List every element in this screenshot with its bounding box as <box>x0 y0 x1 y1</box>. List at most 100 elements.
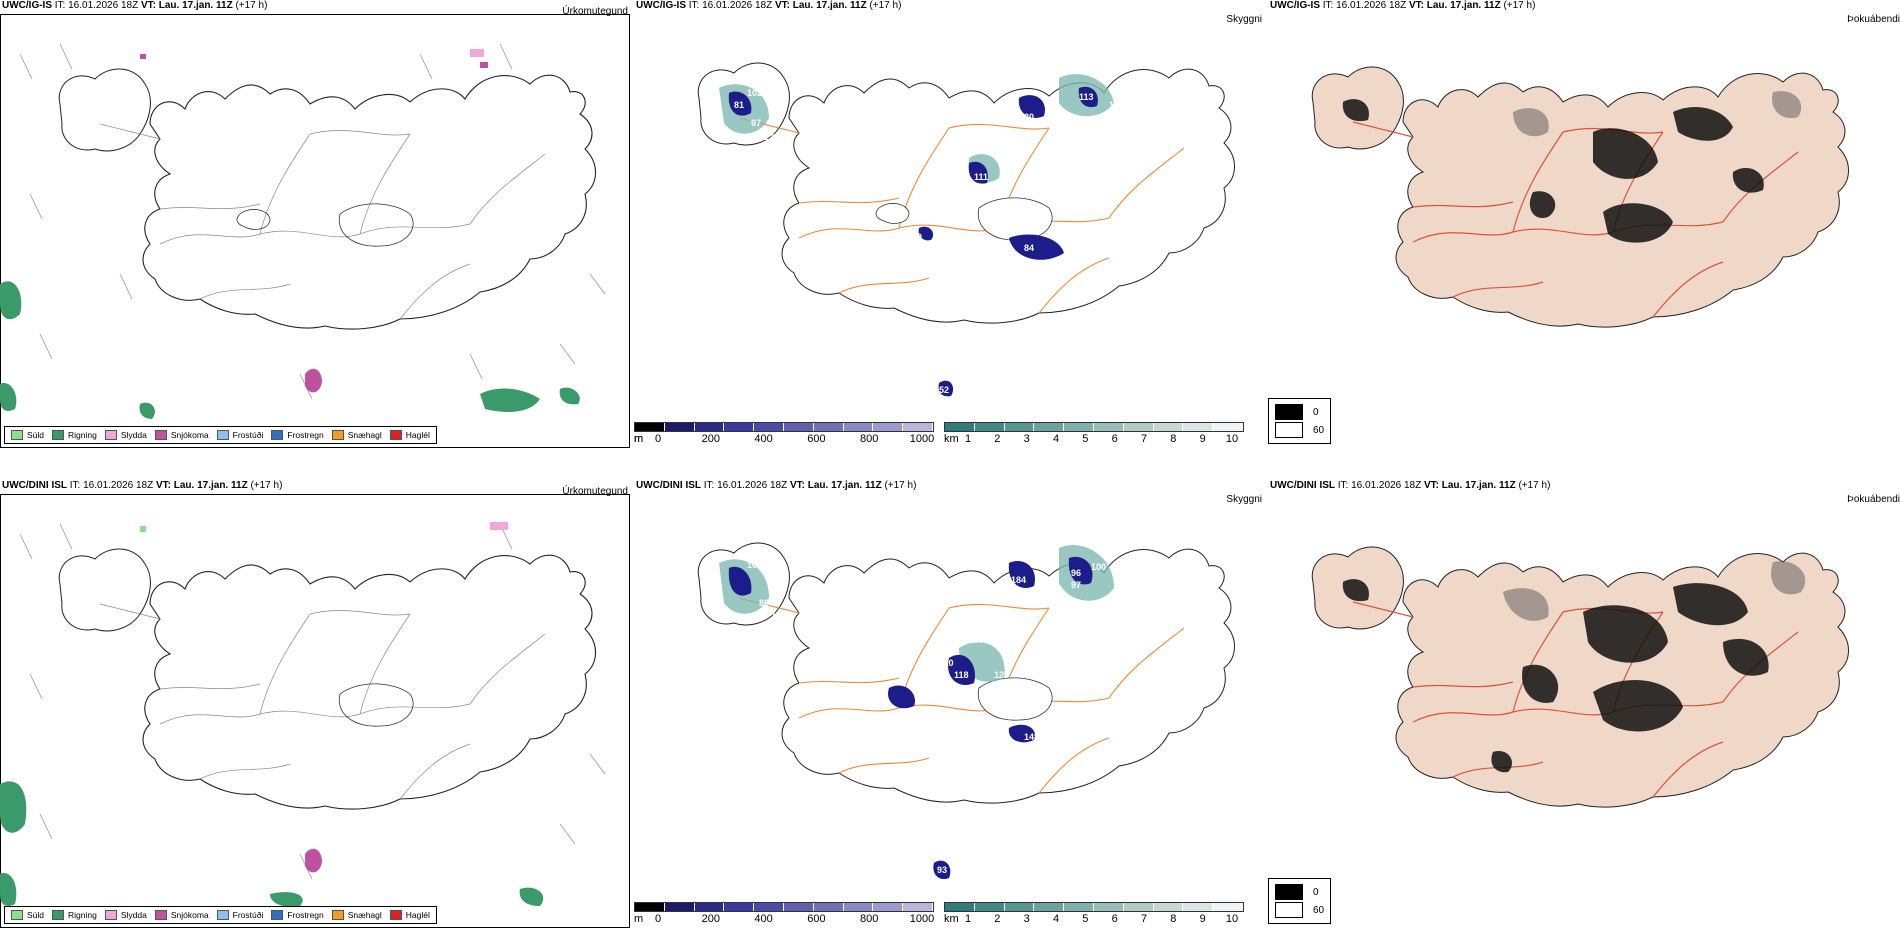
vis-label: 113 <box>1079 92 1094 102</box>
map-frame <box>0 494 630 928</box>
legend-swatch <box>813 423 844 431</box>
legend-swatch <box>754 903 784 911</box>
legend-swatch <box>783 903 814 911</box>
vis-label: 84 <box>1024 243 1034 253</box>
vis-label: 107 <box>1109 100 1124 110</box>
legend-item: Snæhagl <box>331 430 382 440</box>
legend-swatch <box>724 903 755 911</box>
legend-swatch <box>1064 423 1094 431</box>
precip-panel-top: UWC/IG-IS IT: 16.01.2026 18Z VT: Lau. 17… <box>0 0 632 450</box>
legend-swatch <box>664 423 695 431</box>
vis-label: 118 <box>954 670 969 680</box>
legend-swatch <box>813 903 844 911</box>
legend-tick: 200 <box>701 433 720 445</box>
legend-swatch <box>1213 903 1243 911</box>
visibility-km-legend: km 1 2 3 4 5 6 7 8 9 10 <box>944 422 1244 450</box>
legend-swatch <box>635 423 665 431</box>
vis-label: 97 <box>751 118 761 128</box>
legend-tick: 9 <box>1199 913 1206 925</box>
vis-label: 109 <box>771 610 786 620</box>
legend-swatch <box>903 423 933 431</box>
legend-tick: 10 <box>1225 913 1239 925</box>
panel-title: Þokuábendi <box>1847 14 1900 25</box>
legend-item: Frostregn <box>271 910 324 920</box>
visibility-map: 81 102 97 124 80 113 107 111 105 87 100 … <box>697 62 1236 397</box>
legend-swatch <box>1093 903 1124 911</box>
vis-label: 184 <box>1011 575 1026 585</box>
vis-label: 103 <box>1029 210 1044 220</box>
panel-title: Úrkomutegund <box>562 6 628 17</box>
visibility-km-legend: km 1 2 3 4 5 6 7 8 9 10 <box>944 902 1244 930</box>
legend-swatch <box>903 903 933 911</box>
legend-swatch <box>974 423 1005 431</box>
legend-tick: 0 <box>654 913 662 925</box>
fog-legend: 0 60 <box>1268 398 1332 444</box>
legend-tick: 3 <box>1023 913 1030 925</box>
legend-item: Haglél <box>389 430 430 440</box>
legend-item: Slydda <box>104 430 147 440</box>
vis-label: 100 <box>907 232 922 242</box>
legend-tick: 3 <box>1023 433 1030 445</box>
panel-title: Skyggni <box>1226 494 1262 505</box>
legend-tick: 200 <box>701 913 720 925</box>
legend-swatch <box>754 423 784 431</box>
fog-panel-top: UWC/IG-IS IT: 16.01.2026 18Z VT: Lau. 17… <box>1268 0 1900 450</box>
legend-swatch <box>1064 903 1094 911</box>
fog-legend: 0 60 <box>1268 878 1332 924</box>
legend-swatch <box>1034 423 1065 431</box>
legend-tick: 4 <box>1052 433 1060 445</box>
legend-swatch <box>1153 423 1184 431</box>
panel-header: UWC/DINI ISL IT: 16.01.2026 18Z VT: Lau.… <box>1270 480 1551 491</box>
vis-label: 97 <box>769 580 779 590</box>
panel-header: UWC/DINI ISL IT: 16.01.2026 18Z VT: Lau.… <box>636 480 917 491</box>
legend-swatch <box>1093 423 1124 431</box>
legend-item: Súld <box>11 910 44 920</box>
panel-header: UWC/IG-IS IT: 16.01.2026 18Z VT: Lau. 17… <box>1270 0 1536 11</box>
legend-tick: 2 <box>994 433 1001 445</box>
legend-swatch <box>1004 903 1035 911</box>
precip-legend: Súld Rigning Slydda Snjókoma Frostúði Fr… <box>4 426 437 444</box>
legend-tick: 10 <box>1225 433 1239 445</box>
visibility-m-legend: m m 0 200 400 600 800 1000 <box>634 422 934 450</box>
legend-tick: 400 <box>754 433 773 445</box>
legend-swatch <box>724 423 755 431</box>
vis-label: 105 <box>747 560 762 570</box>
legend-tick: 7 <box>1140 913 1148 925</box>
vis-label: 52 <box>939 385 949 395</box>
panel-title: Skyggni <box>1226 14 1262 25</box>
legend-unit: km <box>944 433 959 445</box>
legend-tick: 1000 <box>909 433 935 445</box>
precip-panel-bottom: UWC/DINI ISL IT: 16.01.2026 18Z VT: Lau.… <box>0 480 632 930</box>
legend-tick: 400 <box>754 913 773 925</box>
legend-swatch <box>783 423 814 431</box>
legend-swatch <box>694 903 725 911</box>
legend-tick: 1 <box>964 913 972 925</box>
panel-title: Þokuábendi <box>1847 494 1900 505</box>
legend-swatch <box>1123 423 1154 431</box>
fog-map <box>1311 546 1850 808</box>
vis-label: 103 <box>854 720 869 730</box>
legend-item: Haglél <box>389 910 430 920</box>
legend-swatch <box>974 903 1005 911</box>
legend-unit: m <box>634 433 644 445</box>
map-frame <box>0 14 630 448</box>
visibility-map: 105 97 88 109 184 96 97 100 187 118 110 … <box>697 542 1236 880</box>
legend-swatch <box>873 423 904 431</box>
vis-label: 80 <box>1024 112 1034 122</box>
panel-title: Úrkomutegund <box>562 486 628 497</box>
legend-unit: m <box>634 913 644 925</box>
legend-swatch <box>664 903 695 911</box>
panel-header: UWC/IG-IS IT: 16.01.2026 18Z VT: Lau. 17… <box>636 0 902 11</box>
legend-tick: 5 <box>1082 913 1089 925</box>
fog-map <box>1311 66 1850 328</box>
visibility-panel-top: UWC/IG-IS IT: 16.01.2026 18Z VT: Lau. 17… <box>634 0 1266 450</box>
legend-swatch <box>694 423 725 431</box>
precip-map <box>0 43 606 419</box>
vis-label: 87 <box>949 215 959 225</box>
legend-item: Frostúði <box>216 430 263 440</box>
vis-label: 124 <box>764 132 779 142</box>
vis-label: 116 <box>1109 710 1124 720</box>
legend-swatch <box>1183 903 1214 911</box>
vis-label: 119 <box>879 735 894 745</box>
legend-swatch <box>635 903 665 911</box>
